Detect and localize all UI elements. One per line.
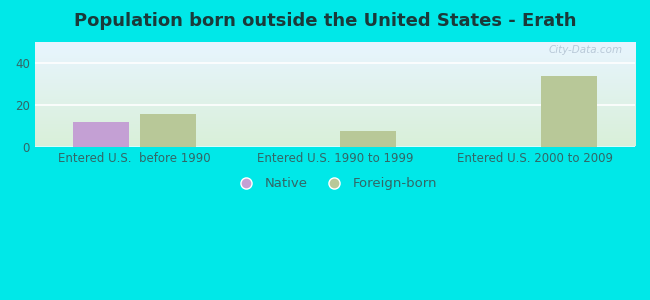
Legend: Native, Foreign-born: Native, Foreign-born	[227, 172, 442, 196]
Bar	[341, 130, 396, 148]
Text: Population born outside the United States - Erath: Population born outside the United State…	[73, 12, 577, 30]
Bar	[73, 122, 129, 148]
Bar	[541, 76, 597, 148]
Text: City-Data.com: City-Data.com	[549, 45, 623, 55]
Bar	[140, 114, 196, 148]
